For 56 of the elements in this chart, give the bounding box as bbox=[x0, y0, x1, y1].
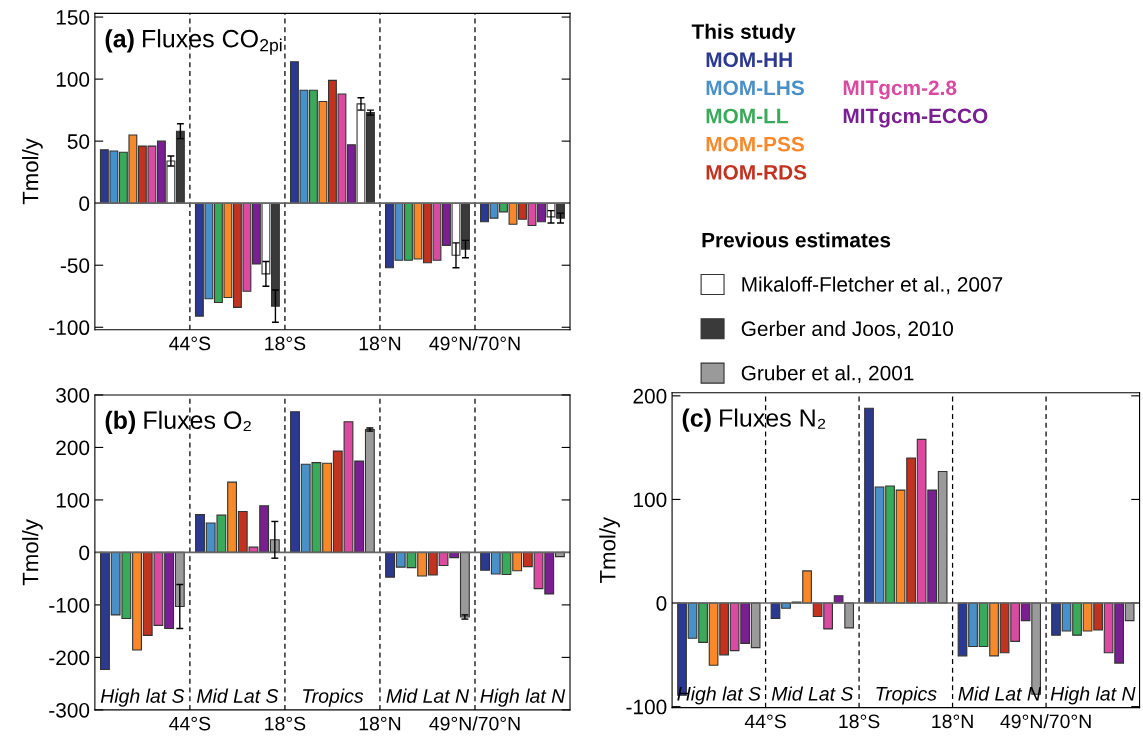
x-tick-label: High lat N bbox=[1050, 686, 1136, 705]
y-tick-label: -200 bbox=[49, 650, 90, 666]
x-tick-label: High lat S bbox=[100, 688, 185, 707]
y-tick-label: 0 bbox=[656, 596, 667, 611]
text: (c) Fluxes N₂ bbox=[682, 408, 826, 432]
y-tick-label: 100 bbox=[56, 72, 90, 87]
x-tick-label: Tropics bbox=[876, 686, 937, 705]
text: 18°N bbox=[932, 714, 973, 729]
text: Gruber et al., 2001 bbox=[741, 365, 914, 383]
text: 18°N bbox=[359, 716, 401, 731]
text: 49°N/70°N bbox=[1000, 713, 1091, 729]
text: 49°N/70°N bbox=[429, 336, 520, 351]
x-tick-label: High lat N bbox=[480, 688, 566, 707]
legend-title: Previous estimates bbox=[702, 232, 891, 248]
legend-label: Mikaloff-Fletcher et al., 2007 bbox=[742, 276, 1003, 295]
y-tick-label: 200 bbox=[56, 440, 90, 456]
x-tick-label: Mid Lat S bbox=[196, 688, 279, 703]
text: MITgcm-ECCO bbox=[843, 108, 988, 128]
x-tick-label: Tropics bbox=[303, 688, 364, 707]
y-tick-label: -100 bbox=[49, 597, 90, 613]
text: 18°S bbox=[265, 336, 306, 351]
y-tick-label: 150 bbox=[56, 10, 90, 25]
y-axis-title: Tmol/y bbox=[22, 519, 43, 586]
text: (a) Fluxes CO$_{2pi}$ bbox=[105, 29, 282, 55]
text: MOM-RDS bbox=[706, 164, 807, 180]
y-tick-label: 100 bbox=[56, 492, 90, 508]
text: 18°S bbox=[265, 716, 306, 731]
legend-label: Gerber and Joos, 2010 bbox=[741, 320, 953, 339]
y-tick-label: 200 bbox=[633, 388, 667, 404]
y-axis-title: Tmol/y bbox=[22, 138, 43, 205]
x-tick-label: Mid Lat N bbox=[386, 688, 470, 703]
text: 18°S bbox=[839, 714, 880, 729]
y-tick-label: 0 bbox=[79, 196, 90, 211]
text: 49°N/70°N bbox=[429, 716, 520, 731]
text: MITgcm-2.8 bbox=[843, 80, 957, 100]
text: (b) Fluxes O₂ bbox=[105, 410, 251, 434]
y-tick-label: 50 bbox=[67, 134, 90, 149]
text: MOM-HH bbox=[706, 52, 792, 68]
y-tick-label: -50 bbox=[60, 258, 90, 273]
y-tick-label: -100 bbox=[626, 699, 667, 715]
text: MOM-LHS bbox=[706, 80, 804, 96]
y-tick-label: 0 bbox=[79, 545, 90, 561]
x-tick-label: High lat S bbox=[677, 686, 761, 705]
text: MOM-LL bbox=[706, 108, 788, 124]
text: 44°S bbox=[169, 716, 211, 731]
text: MOM-PSS bbox=[706, 136, 804, 152]
x-tick-label: Mid Lat S bbox=[771, 686, 854, 701]
y-tick-label: -300 bbox=[49, 702, 90, 718]
text: 44°S bbox=[744, 714, 786, 729]
text: 18°N bbox=[359, 336, 401, 351]
y-tick-label: 300 bbox=[56, 387, 90, 403]
y-axis-title: Tmol/y bbox=[599, 516, 620, 584]
y-tick-label: 100 bbox=[634, 492, 667, 508]
legend-title: This study bbox=[691, 23, 796, 44]
y-tick-label: -100 bbox=[49, 320, 90, 336]
text: 44°S bbox=[169, 336, 211, 351]
